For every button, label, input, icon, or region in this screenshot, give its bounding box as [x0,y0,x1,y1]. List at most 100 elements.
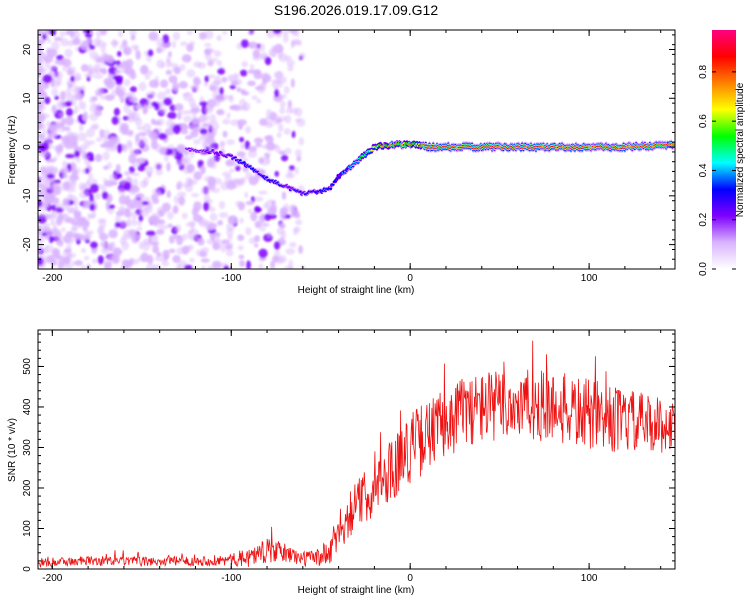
snr-xtick-label: 0 [407,573,413,584]
spectrogram-noise-blob [108,66,118,75]
spectrogram-noise-blob [256,98,262,104]
spectrogram-noise-blob [59,167,70,174]
spectrogram-noise-blob [160,62,165,69]
spectrogram-noise-blob [78,144,87,153]
snr-xlabel: Height of straight line (km) [298,585,415,596]
spectrogram-noise-blob [62,249,72,259]
spectrogram-noise-blob [114,69,122,74]
spectrogram-noise-blob [204,75,209,83]
spectrogram-noise-blob [83,255,90,261]
spectrogram-noise-blob [67,177,76,186]
spectrogram-noise-blob [52,156,58,162]
snr-ytick-label: 300 [22,439,33,456]
spectrogram-noise-blob [85,128,96,138]
colorbar-tick-label: 0.6 [698,114,709,128]
spectrogram-noise-blob [165,119,174,128]
spectrogram-noise-blob [96,30,102,39]
spectrogram-noise-blob [49,131,57,138]
spectrogram-noise-blob [209,114,217,123]
spectrogram-noise-blob [74,150,80,158]
spectrogram-noise-blob [64,48,73,58]
spectrogram-noise-blob [224,174,233,185]
spectrogram-noise-blob [119,44,124,51]
spectrogram-noise-blob [135,193,145,199]
spectrogram-noise-blob [156,47,163,54]
spectrogram-noise-blob [233,72,240,79]
spectrogram-noise-blob [172,255,181,263]
spectrogram-noise-blob [268,143,279,149]
spectrogram-noise-blob [206,98,217,108]
snr-ylabel: SNR (10 * v/v) [7,418,18,482]
colorbar-ticks: 0.0 0.2 0.4 0.6 0.8 [698,64,736,276]
spectrogram-noise-blob [287,168,293,177]
spectrogram-noise-blob [247,30,254,36]
snr-xtick-label: -100 [221,573,241,584]
spectrogram-noise-blob [124,66,134,76]
spectrogram-noise-blob [123,103,130,114]
spectrogram-noise-blob [177,111,182,120]
spectrogram-noise-blob [71,37,81,46]
spectrogram-noise-blob [240,106,248,111]
spectrogram-noise-blob [264,122,274,128]
spectrogram-noise-blob [181,233,188,241]
spectrogram-noise-blob [66,205,74,214]
spectrogram-noise-blob [178,195,186,206]
spectrogram-noise-blob [125,58,134,68]
spectrogram-noise-blob [213,50,222,58]
spectrogram-noise-blob [208,120,216,131]
spectrogram-noise-blob [237,234,245,242]
spectrogram-noise-blob [286,59,295,67]
spectrogram-noise-blob [128,132,134,138]
spectrogram-noise-blob [186,163,194,174]
spectrogram-noise-blob [181,212,188,220]
spectrogram-noise-blob [61,58,72,67]
spectrogram-noise-blob [171,40,177,49]
spectrogram-ytick-label: 20 [22,44,33,56]
snr-panel: -200 -100 0 100 0 100 200 300 400 500 Height of s… [7,329,676,596]
spectrogram-noise-blob [51,104,57,114]
spectrogram-noise-blob [190,130,199,138]
spectrogram-noise-blob [179,63,186,71]
spectrogram-noise-blob [251,95,258,100]
spectrogram-noise-blob [217,68,226,75]
spectrogram-noise-blob [125,212,132,218]
spectrogram-noise-blob [89,183,99,194]
spectrogram-noise-blob [92,38,101,47]
spectrogram-noise-blob [176,144,186,153]
spectrogram-noise-blob [222,118,231,125]
spectrogram-noise-blob [188,40,196,47]
spectrogram-noise-blob [229,84,237,90]
spectrogram-noise-blob [140,252,149,263]
spectrogram-noise-blob [69,30,75,39]
spectrogram-noise-blob [270,260,276,269]
spectrogram-noise-blob [288,30,298,34]
spectrogram-noise-blob [150,241,160,246]
spectrogram-noise-blob [167,111,177,120]
spectrogram-noise-blob [290,78,295,88]
spectrogram-noise-blob [46,47,52,54]
spectrogram-noise-blob [145,91,156,100]
spectrogram-noise-blob [207,265,216,269]
spectrogram-noise-blob [287,100,292,109]
spectrogram-noise-blob [136,220,143,226]
spectrogram-noise-blob [123,46,132,56]
spectrogram-noise-blob [77,132,87,142]
spectrogram-noise-blob [94,89,103,95]
spectrogram-noise-blob [173,151,184,160]
spectrogram-noise-blob [172,63,179,73]
spectrogram-noise-blob [297,39,303,46]
spectrogram-noise-blob [293,226,301,233]
spectrogram-noise-blob [72,85,82,95]
spectrogram-noise-blob [110,143,117,153]
spectrogram-noise-blob [184,135,193,140]
spectrogram-noise-blob [126,112,136,123]
snr-frame [37,329,676,570]
spectrogram-noise-blob [248,237,257,244]
spectrogram-noise-blob [89,193,94,202]
spectrogram-ylabel: Frequency (Hz) [7,116,18,185]
spectrogram-noise-blob [295,149,302,157]
spectrogram-noise-blob [120,97,125,103]
spectrogram-noise-blob [200,258,210,263]
spectrogram-noise-blob [190,107,201,114]
